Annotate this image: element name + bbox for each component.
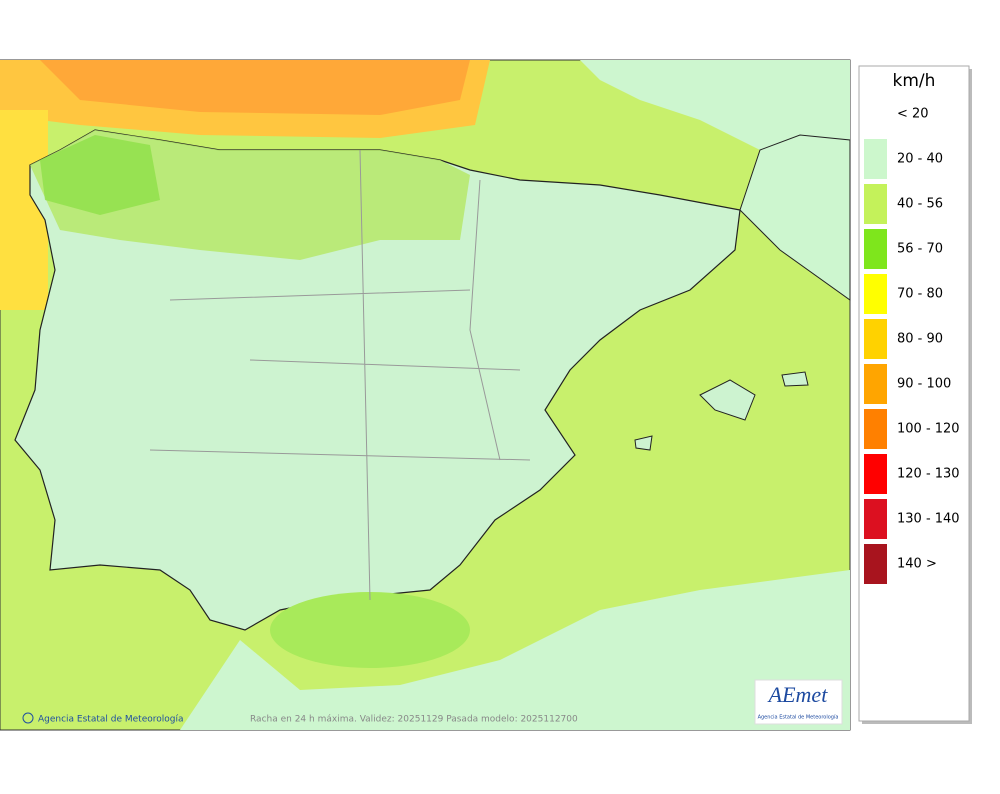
wind-zone xyxy=(270,592,470,668)
legend-label: 40 - 56 xyxy=(897,197,943,212)
legend-label: 140 > xyxy=(897,557,937,572)
legend-label: < 20 xyxy=(897,107,929,122)
island xyxy=(781,371,809,387)
legend-label: 90 - 100 xyxy=(897,377,951,392)
legend-swatch xyxy=(864,409,887,449)
wind-zone xyxy=(40,60,470,115)
legend-swatch xyxy=(864,364,887,404)
caption: Racha en 24 h máxima. Validez: 20251129 … xyxy=(250,715,578,725)
legend: km/h < 20 20 - 40 40 - 56 56 - 70 70 - 80 80 … xyxy=(858,65,972,724)
legend-swatch xyxy=(864,454,887,494)
legend-unit: km/h xyxy=(893,71,936,91)
legend-label: 120 - 130 xyxy=(897,467,960,482)
logo-subtitle: Agencia Estatal de Meteorología xyxy=(758,714,839,721)
map xyxy=(0,59,851,731)
legend-swatch xyxy=(864,229,887,269)
legend-swatch xyxy=(864,544,887,584)
legend-swatch xyxy=(864,499,887,539)
legend-swatch xyxy=(864,274,887,314)
land-france xyxy=(739,134,851,301)
legend-label: 70 - 80 xyxy=(897,287,943,302)
legend-label: 20 - 40 xyxy=(897,152,943,167)
legend-label: 56 - 70 xyxy=(897,242,943,257)
island xyxy=(634,435,653,451)
logo-box xyxy=(754,679,843,725)
legend-swatch xyxy=(864,94,887,134)
region-border xyxy=(149,149,531,601)
legend-swatch xyxy=(864,319,887,359)
legend-label: 100 - 120 xyxy=(897,422,960,437)
legend-label: 130 - 140 xyxy=(897,512,960,527)
copyright-icon xyxy=(22,712,34,724)
land-africa xyxy=(180,570,850,730)
credit: Agencia Estatal de Meteorología xyxy=(38,715,184,725)
legend-swatch xyxy=(864,139,887,179)
island xyxy=(699,379,756,421)
iberia xyxy=(14,129,741,631)
logo-name: AEmet xyxy=(767,682,829,707)
logo: AEmet Agencia Estatal de Meteorología xyxy=(754,679,843,725)
wind-zone xyxy=(40,135,160,215)
legend-label: 80 - 90 xyxy=(897,332,943,347)
legend-swatch xyxy=(864,184,887,224)
